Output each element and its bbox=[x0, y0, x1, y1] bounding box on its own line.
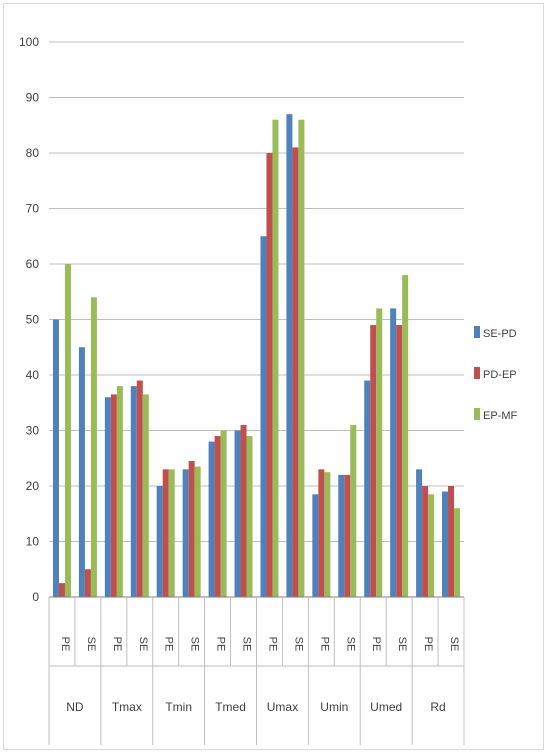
bar-pd-ep bbox=[370, 325, 377, 597]
x-tick-label: SE bbox=[189, 637, 201, 652]
x-tick-label: SE bbox=[396, 637, 408, 652]
legend-swatch bbox=[474, 408, 480, 420]
bar-ep-mf bbox=[350, 424, 357, 597]
bar-ep-mf bbox=[272, 119, 279, 597]
x-group-label: Umax bbox=[267, 700, 298, 714]
bar-pd-ep bbox=[266, 153, 273, 597]
bar-ep-mf bbox=[220, 430, 227, 597]
bar-pd-ep bbox=[448, 486, 455, 597]
x-tick-label: PE bbox=[163, 637, 175, 652]
bar-se-pd bbox=[260, 236, 267, 597]
bar-ep-mf bbox=[298, 119, 305, 597]
legend: SE-PD PD-EP EP-MF bbox=[474, 326, 518, 422]
legend-swatch bbox=[474, 326, 480, 338]
bar-pd-ep bbox=[240, 424, 247, 597]
bar-se-pd bbox=[182, 469, 189, 597]
y-tick-label: 50 bbox=[26, 313, 40, 327]
legend-label: SE-PD bbox=[483, 328, 517, 340]
chart-frame: 0 10 20 30 40 50 60 70 80 90 100 PE SE PE SE PE SE PE SE PE… bbox=[3, 3, 544, 750]
x-tick-label: PE bbox=[266, 637, 278, 652]
x-group-label: Tmax bbox=[112, 700, 142, 714]
x-group-label: Umed bbox=[370, 700, 402, 714]
bar-ep-mf bbox=[64, 264, 71, 597]
bar-se-pd bbox=[104, 397, 111, 597]
x-group-label: Rd bbox=[430, 700, 445, 714]
bar-se-pd bbox=[338, 474, 345, 597]
bar-se-pd bbox=[52, 319, 59, 597]
x-tick-label: SE bbox=[241, 637, 253, 652]
bar-pd-ep bbox=[110, 394, 117, 597]
bar-pd-ep bbox=[422, 486, 429, 597]
bar-ep-mf bbox=[90, 297, 97, 597]
y-tick-label: 0 bbox=[32, 590, 39, 604]
bar-se-pd bbox=[312, 494, 319, 597]
bar-pd-ep bbox=[162, 469, 169, 597]
x-group-label: Umin bbox=[320, 700, 348, 714]
bar-pd-ep bbox=[292, 147, 299, 597]
bar-pd-ep bbox=[58, 583, 65, 597]
x-tick-label: SE bbox=[292, 637, 304, 652]
bar-pd-ep bbox=[396, 325, 403, 597]
x-group-label: Tmed bbox=[215, 700, 246, 714]
x-tick-label: SE bbox=[448, 637, 460, 652]
bars bbox=[52, 114, 461, 598]
bar-pd-ep bbox=[318, 469, 325, 597]
y-tick-label: 60 bbox=[26, 257, 40, 271]
y-tick-label: 20 bbox=[26, 479, 40, 493]
y-tick-label: 40 bbox=[26, 368, 40, 382]
bar-se-pd bbox=[390, 308, 397, 597]
x-tick-label: SE bbox=[344, 637, 356, 652]
y-tick-label: 80 bbox=[26, 146, 40, 160]
x-group-label: ND bbox=[66, 700, 84, 714]
bar-se-pd bbox=[442, 491, 449, 597]
y-tick-label: 100 bbox=[19, 35, 39, 49]
x-tick-label: PE bbox=[59, 637, 71, 652]
y-tick-label: 70 bbox=[26, 202, 40, 216]
bar-ep-mf bbox=[428, 494, 435, 597]
bar-se-pd bbox=[416, 469, 423, 597]
x-tick-label: PE bbox=[215, 637, 227, 652]
legend-label: EP-MF bbox=[483, 410, 518, 422]
y-tick-label: 30 bbox=[26, 424, 40, 438]
bar-se-pd bbox=[208, 441, 215, 597]
bar-se-pd bbox=[78, 347, 85, 597]
x-tick-label: PE bbox=[422, 637, 434, 652]
axes: 0 10 20 30 40 50 60 70 80 90 100 PE SE PE SE PE SE PE SE PE… bbox=[19, 35, 465, 745]
x-tick-label: SE bbox=[137, 637, 149, 652]
bar-se-pd bbox=[130, 386, 137, 597]
bar-ep-mf bbox=[142, 394, 149, 597]
x-tick-label: PE bbox=[318, 637, 330, 652]
legend-label: PD-EP bbox=[483, 369, 517, 381]
bar-pd-ep bbox=[344, 474, 351, 597]
bar-ep-mf bbox=[168, 469, 175, 597]
bar-ep-mf bbox=[324, 472, 331, 597]
bar-ep-mf bbox=[246, 436, 253, 597]
bar-se-pd bbox=[286, 114, 293, 598]
bar-pd-ep bbox=[214, 436, 221, 597]
bar-ep-mf bbox=[376, 308, 383, 597]
x-tick-label: PE bbox=[111, 637, 123, 652]
bar-ep-mf bbox=[194, 466, 201, 597]
y-tick-label: 90 bbox=[26, 91, 40, 105]
bar-pd-ep bbox=[188, 461, 195, 597]
bar-pd-ep bbox=[136, 380, 143, 597]
bar-ep-mf bbox=[454, 508, 461, 597]
y-tick-label: 10 bbox=[26, 535, 40, 549]
legend-swatch bbox=[474, 367, 480, 379]
bar-se-pd bbox=[234, 430, 241, 597]
x-tick-label: PE bbox=[370, 637, 382, 652]
x-group-label: Tmin bbox=[165, 700, 192, 714]
x-tick-label: SE bbox=[85, 637, 97, 652]
bar-se-pd bbox=[364, 380, 371, 597]
bar-ep-mf bbox=[402, 275, 409, 597]
bar-ep-mf bbox=[116, 386, 123, 597]
bar-pd-ep bbox=[84, 569, 91, 597]
bar-se-pd bbox=[156, 486, 163, 597]
chart-svg: 0 10 20 30 40 50 60 70 80 90 100 PE SE PE SE PE SE PE SE PE… bbox=[19, 35, 518, 745]
